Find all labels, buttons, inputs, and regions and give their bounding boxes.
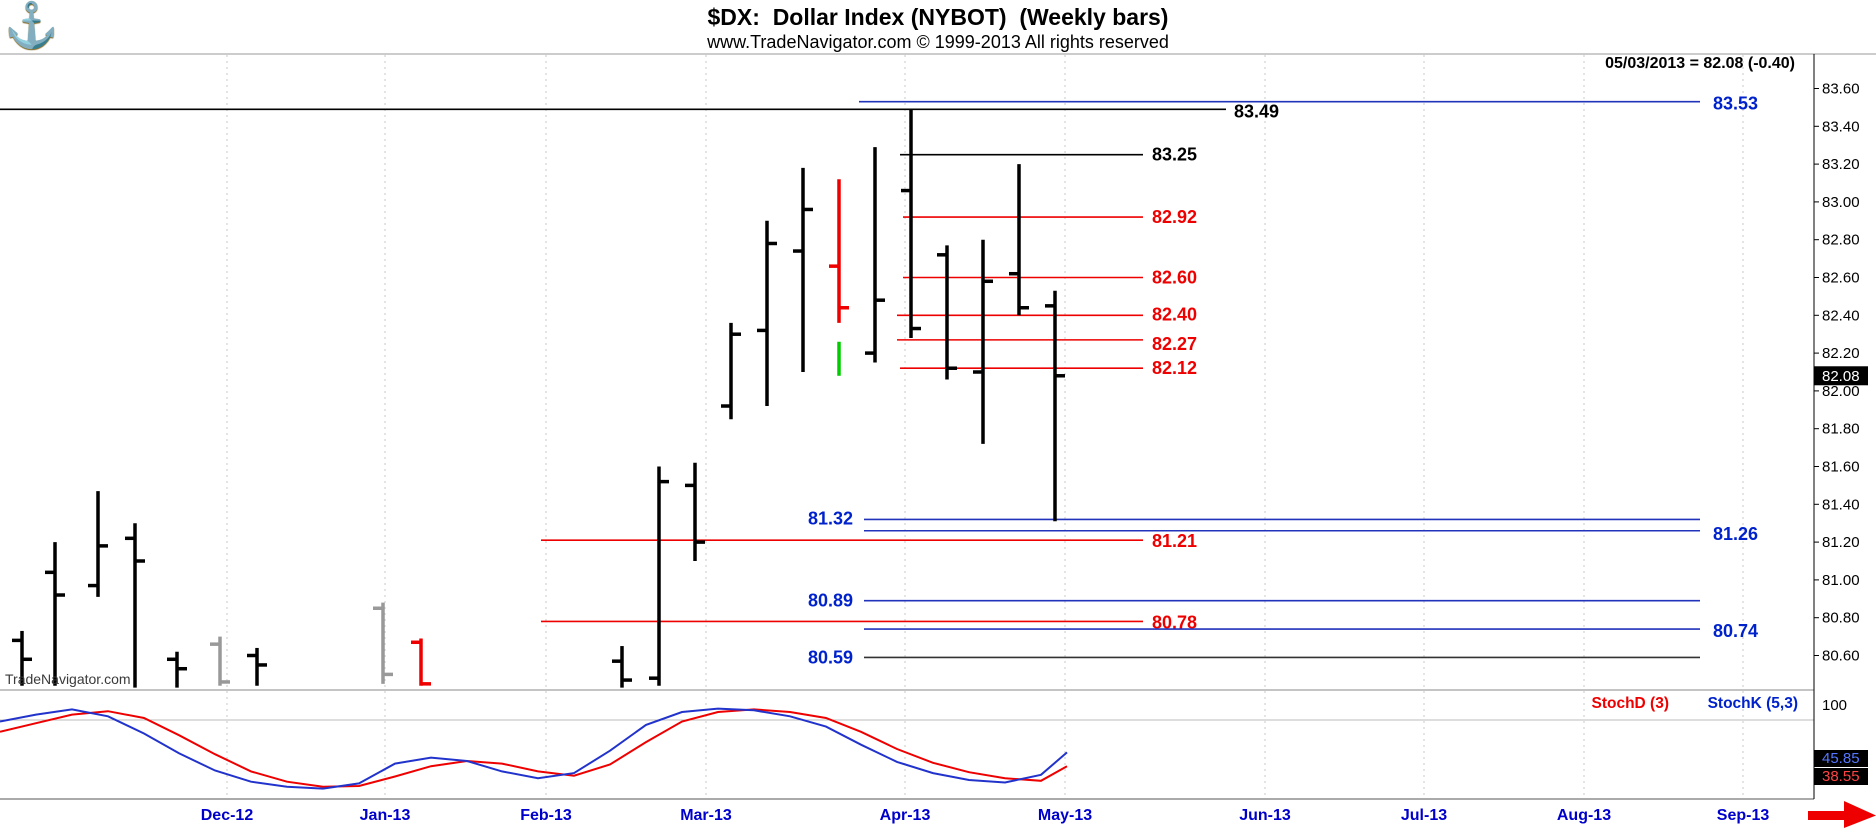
price-axis-tick-label: 81.60 xyxy=(1822,459,1860,476)
chart-title: $DX: Dollar Index (NYBOT) (Weekly bars) xyxy=(707,4,1169,30)
price-level-label: 81.26 xyxy=(1713,524,1758,544)
price-axis-tick-label: 80.80 xyxy=(1822,610,1860,627)
scroll-right-arrow[interactable] xyxy=(1808,811,1846,820)
price-axis-tick-label: 81.00 xyxy=(1822,572,1860,589)
price-level-label: 82.60 xyxy=(1152,268,1197,288)
price-level-label: 80.89 xyxy=(808,591,853,611)
price-level-label: 82.12 xyxy=(1152,358,1197,378)
month-label: Jul-13 xyxy=(1401,807,1447,824)
stoch-k-line xyxy=(0,707,1068,790)
price-level-label: 80.78 xyxy=(1152,612,1197,632)
price-axis-tick-label: 83.00 xyxy=(1822,194,1860,211)
watermark-text: TradeNavigator.com xyxy=(5,671,131,687)
stoch-k-value-badge xyxy=(1814,750,1868,767)
stoch-d-line xyxy=(0,708,1068,788)
month-label: Apr-13 xyxy=(880,807,931,824)
month-label: Sep-13 xyxy=(1717,807,1770,824)
price-level-label: 80.74 xyxy=(1713,621,1758,641)
price-axis-tick-label: 83.40 xyxy=(1822,118,1860,135)
price-level-label: 80.59 xyxy=(808,647,853,667)
month-label: Jan-13 xyxy=(360,807,411,824)
price-axis-tick-label: 80.60 xyxy=(1822,648,1860,665)
last-quote: 05/03/2013 = 82.08 (-0.40) xyxy=(1605,55,1795,72)
price-axis-tick-label: 82.20 xyxy=(1822,345,1860,362)
stoch-d-value-badge xyxy=(1814,768,1868,785)
stoch-d-legend: StochD (3) xyxy=(1592,695,1670,712)
current-price-badge xyxy=(1814,366,1868,386)
price-level-label: 82.27 xyxy=(1152,334,1197,354)
price-level-label: 82.40 xyxy=(1152,304,1197,324)
price-level-label: 83.53 xyxy=(1713,94,1758,114)
stoch-d-value: 38.55 xyxy=(1822,768,1860,785)
price-level-label: 81.21 xyxy=(1152,531,1197,551)
price-level-label: 83.25 xyxy=(1152,145,1197,165)
chart-subtitle: www.TradeNavigator.com © 1999-2013 All r… xyxy=(707,32,1169,52)
price-axis-tick-label: 81.80 xyxy=(1822,421,1860,438)
stoch-k-value: 45.85 xyxy=(1822,750,1860,767)
month-label: Feb-13 xyxy=(520,807,572,824)
price-axis-tick-label: 82.40 xyxy=(1822,307,1860,324)
price-level-label: 82.92 xyxy=(1152,207,1197,227)
trade-navigator-logo-icon: ⚓ xyxy=(4,1,59,50)
month-label: Jun-13 xyxy=(1239,807,1291,824)
price-level-label: 83.49 xyxy=(1234,101,1279,121)
price-axis-tick-label: 81.40 xyxy=(1822,496,1860,513)
price-axis-tick-label: 82.60 xyxy=(1822,270,1860,287)
price-axis-tick-label: 82.00 xyxy=(1822,383,1860,400)
stoch-scale-top-label: 100 xyxy=(1822,697,1847,714)
month-label: May-13 xyxy=(1038,807,1092,824)
month-label: Dec-12 xyxy=(201,807,254,824)
price-axis-tick-label: 82.80 xyxy=(1822,232,1860,249)
price-level-label: 81.32 xyxy=(808,508,853,528)
month-label: Aug-13 xyxy=(1557,807,1611,824)
scroll-right-arrow-head[interactable] xyxy=(1844,801,1876,828)
price-axis-tick-label: 83.20 xyxy=(1822,156,1860,173)
price-axis-tick-label: 81.20 xyxy=(1822,534,1860,551)
month-label: Mar-13 xyxy=(680,807,732,824)
current-price-value: 82.08 xyxy=(1822,368,1860,385)
price-axis-tick-label: 83.60 xyxy=(1822,81,1860,98)
stoch-k-legend: StochK (5,3) xyxy=(1708,695,1798,712)
